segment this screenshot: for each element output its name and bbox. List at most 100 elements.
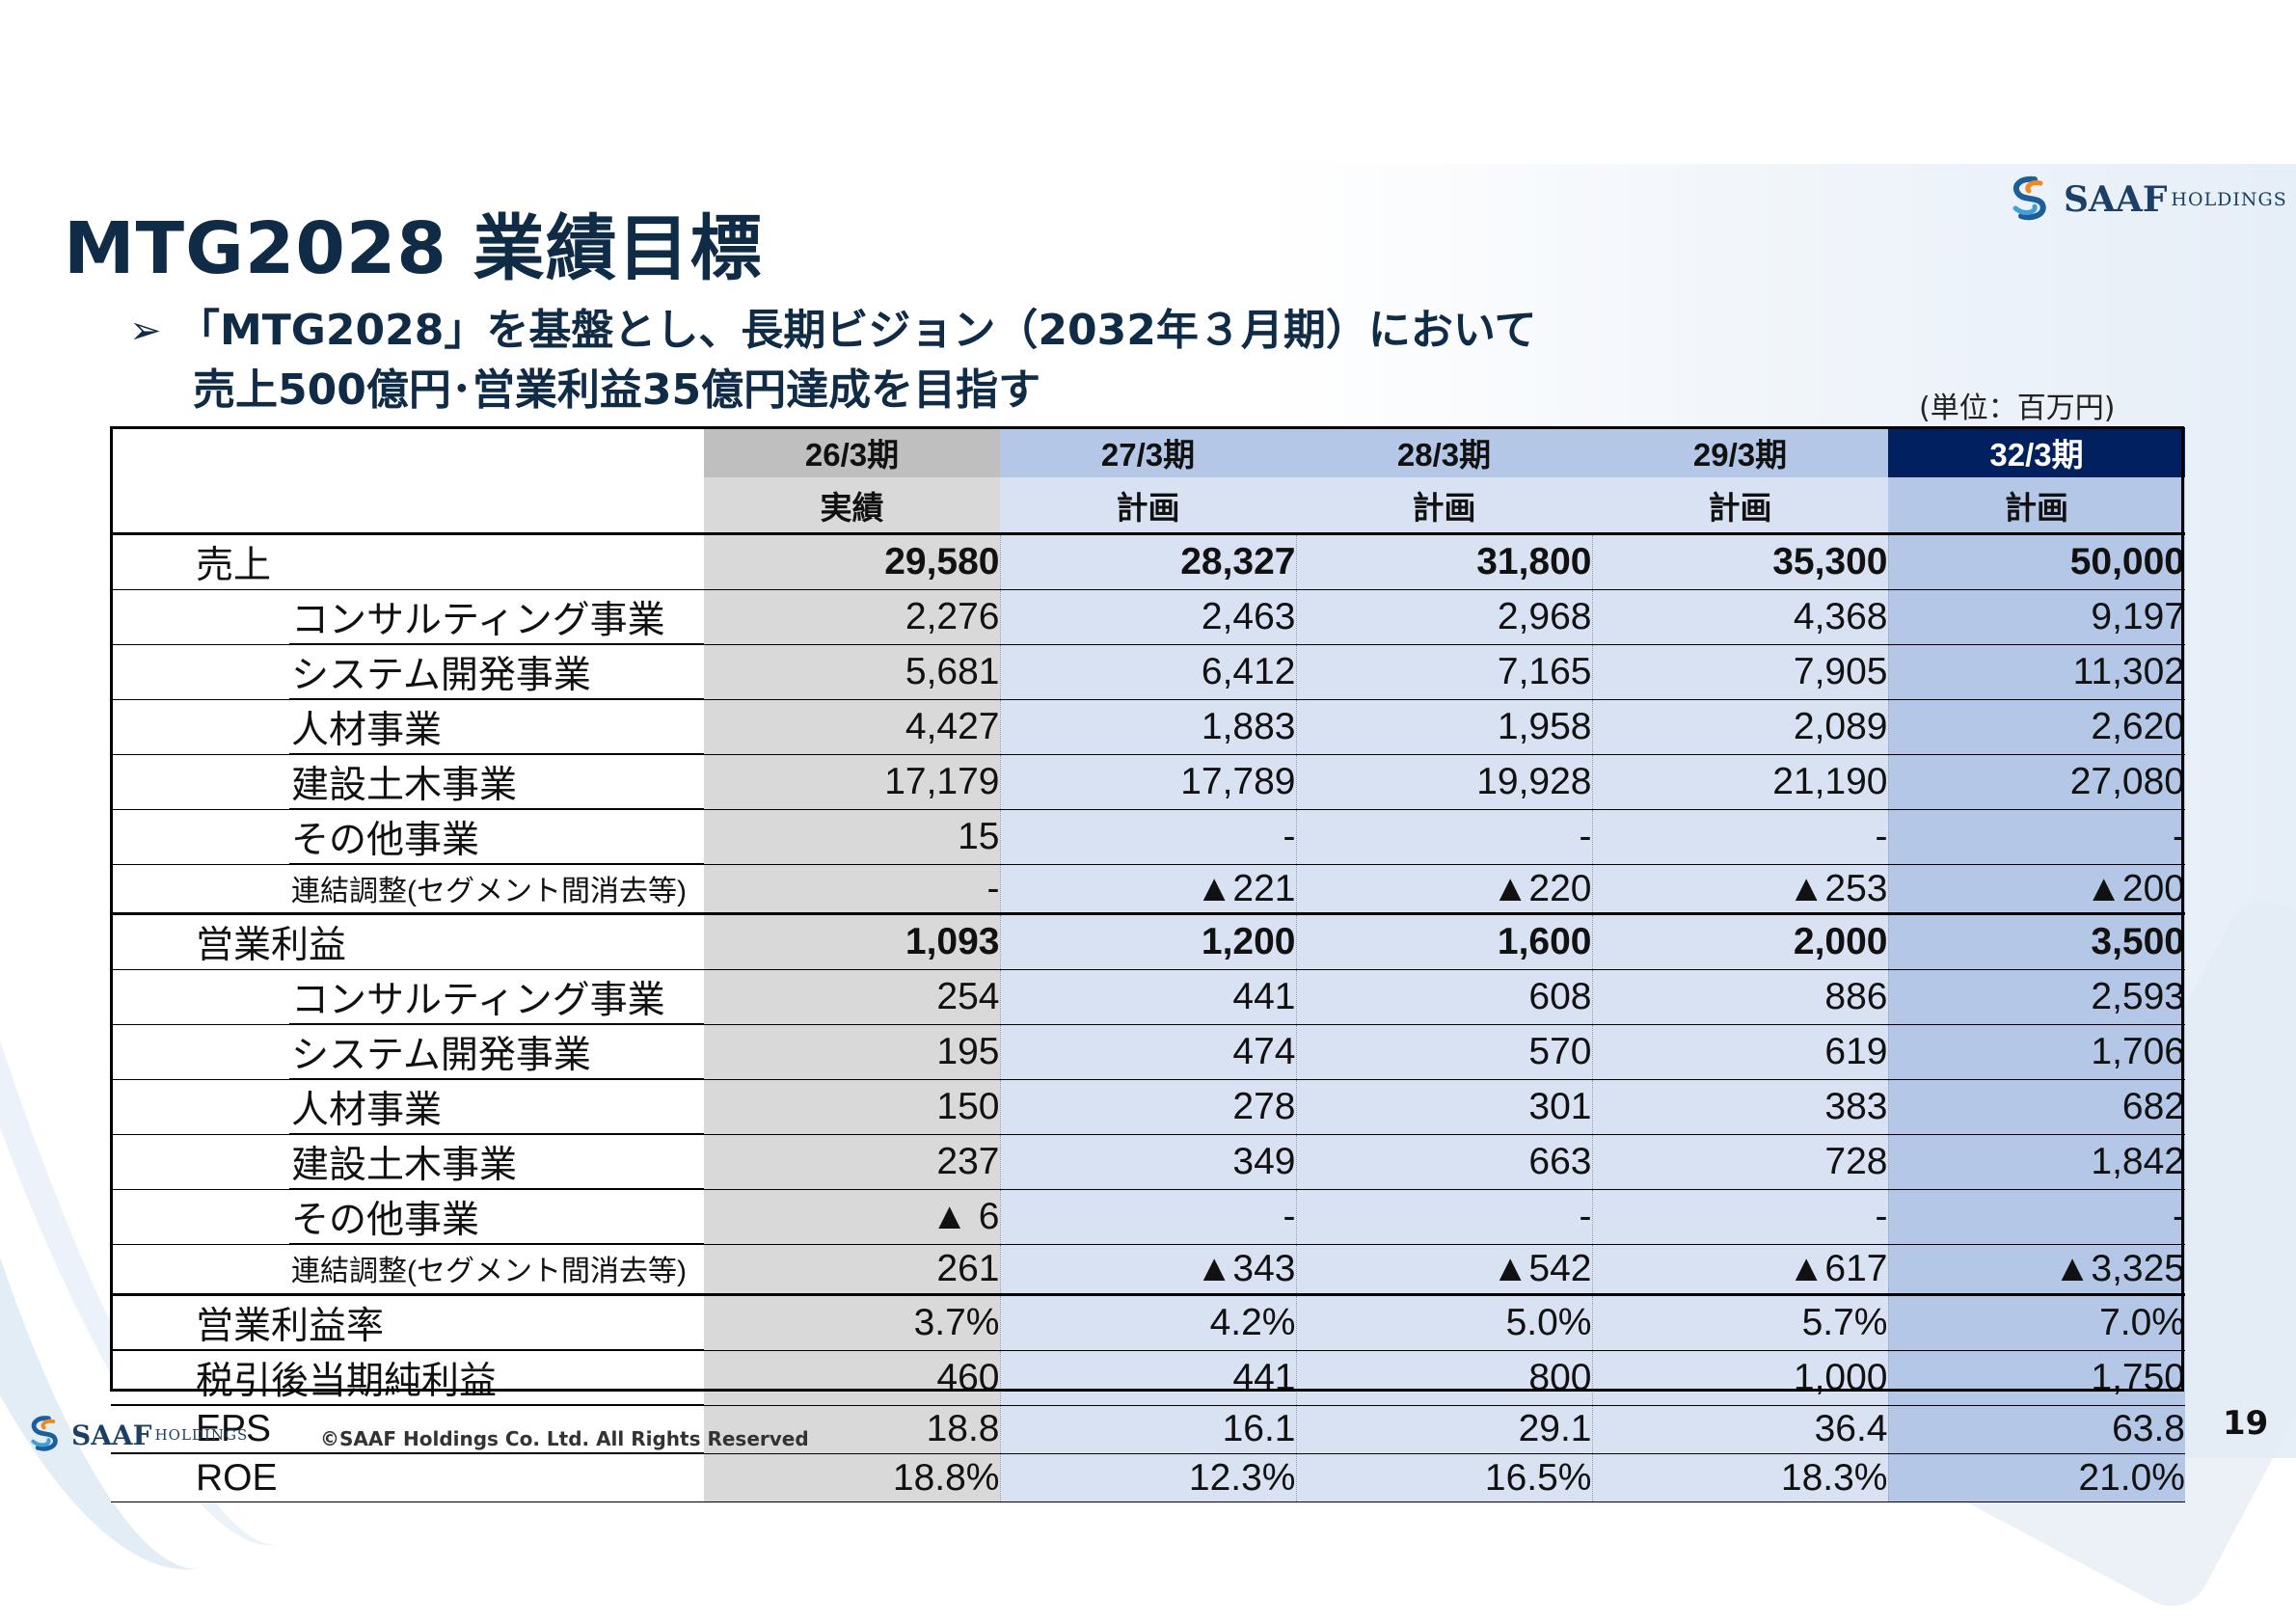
table-row-net-income: 税引後当期純利益 460 441 800 1,000 1,750 — [111, 1350, 2185, 1406]
table-cell: 1,093 — [704, 913, 1001, 971]
table-cell: ▲3,325 — [1888, 1244, 2185, 1296]
row-label: EPS — [196, 1408, 272, 1450]
table-cell: ▲253 — [1592, 864, 1889, 916]
table-row-roe: ROE 18.8% 12.3% 16.5% 18.3% 21.0% — [111, 1453, 2185, 1503]
table-cell: - — [1888, 1189, 2185, 1246]
table-cell: 349 — [1000, 1134, 1297, 1191]
table-cell: 2,968 — [1296, 589, 1593, 645]
table-cell: ▲220 — [1296, 864, 1593, 916]
saaf-logo-icon — [2006, 174, 2058, 226]
unit-note: (単位：百万円) — [1919, 392, 2116, 425]
type-header: 計画 — [1296, 477, 1592, 535]
table-cell: 27,080 — [1888, 754, 2185, 810]
table-row: コンサルティング事業 2,276 2,463 2,968 4,368 9,197 — [111, 589, 2185, 645]
table-cell: 278 — [1000, 1079, 1297, 1136]
table-cell: 17,789 — [1000, 754, 1297, 810]
table-cell: 5,681 — [704, 644, 1001, 700]
row-label: その他事業 — [291, 1200, 480, 1242]
table-cell: 3,500 — [1888, 913, 2185, 971]
table-cell: 17,179 — [704, 754, 1001, 810]
copyright: ©SAAF Holdings Co. Ltd. All Rights Reser… — [320, 1427, 809, 1450]
table-row: システム開発事業 5,681 6,412 7,165 7,905 11,302 — [111, 644, 2185, 700]
table-cell: 36.4 — [1592, 1405, 1889, 1454]
table-cell: 619 — [1592, 1024, 1889, 1081]
table-cell: 2,463 — [1000, 589, 1297, 645]
table-cell: 608 — [1296, 969, 1593, 1026]
table-cell: 12.3% — [1000, 1453, 1297, 1503]
table-cell: 29,580 — [704, 533, 1001, 590]
table-cell: 11,302 — [1888, 644, 2185, 700]
row-label: システム開発事業 — [291, 655, 591, 696]
table-cell: 1,958 — [1296, 699, 1593, 755]
table-cell: 21.0% — [1888, 1453, 2185, 1503]
table-cell: 2,620 — [1888, 699, 2185, 755]
table-cell: 16.1 — [1000, 1405, 1297, 1454]
table-row-operating-margin: 営業利益率 3.7% 4.2% 5.0% 5.7% 7.0% — [111, 1294, 2185, 1351]
table-cell: 1,000 — [1592, 1350, 1889, 1406]
table-cell: ▲221 — [1000, 864, 1297, 916]
row-label: コンサルティング事業 — [291, 600, 665, 641]
type-header: 計画 — [1000, 477, 1296, 535]
row-label: その他事業 — [291, 820, 480, 861]
table-cell: 254 — [704, 969, 1001, 1026]
table-cell: - — [1592, 1189, 1889, 1246]
table-cell: 5.7% — [1592, 1294, 1889, 1351]
table-cell: 2,276 — [704, 589, 1001, 645]
row-label: 建設土木事業 — [291, 1145, 518, 1187]
table-cell: - — [1296, 809, 1593, 865]
table-row: 建設土木事業 17,179 17,789 19,928 21,190 27,08… — [111, 754, 2185, 810]
subtitle: ➢ 「MTG2028」を基盤とし、長期ビジョン（2032年３月期）において 売上… — [129, 301, 1537, 420]
period-header: 32/3期 — [1888, 427, 2185, 477]
table-cell: 28,327 — [1000, 533, 1297, 590]
table-cell: 29.1 — [1296, 1405, 1593, 1454]
table-cell: 195 — [704, 1024, 1001, 1081]
type-header: 計画 — [1592, 477, 1888, 535]
row-label: 連結調整(セグメント間消去等) — [291, 876, 687, 908]
table-cell: 570 — [1296, 1024, 1593, 1081]
row-label: ROE — [196, 1456, 278, 1499]
period-header: 26/3期 — [704, 427, 1000, 477]
table-row: 連結調整(セグメント間消去等) 261 ▲343 ▲542 ▲617 ▲3,32… — [111, 1244, 2185, 1296]
header-corner — [111, 477, 704, 535]
table-cell: 63.8 — [1888, 1405, 2185, 1454]
header-row-periods: 26/3期 27/3期 28/3期 29/3期 32/3期 — [111, 427, 2185, 477]
table-cell: 18.3% — [1592, 1453, 1889, 1503]
table-cell: ▲617 — [1592, 1244, 1889, 1296]
table-cell: 2,089 — [1592, 699, 1889, 755]
table-cell: 728 — [1592, 1134, 1889, 1191]
table-cell: ▲200 — [1888, 864, 2185, 916]
logo-holdings: HOLDINGS — [154, 1426, 249, 1444]
table-cell: 18.8% — [704, 1453, 1001, 1503]
table-cell: - — [1296, 1189, 1593, 1246]
logo-wordmark: SAAF — [2064, 179, 2168, 220]
table-row: コンサルティング事業 254 441 608 886 2,593 — [111, 969, 2185, 1026]
table-cell: 31,800 — [1296, 533, 1593, 590]
table-cell: 15 — [704, 809, 1001, 865]
table-cell: - — [1000, 1189, 1297, 1246]
table-cell: 474 — [1000, 1024, 1297, 1081]
saaf-logo-icon — [25, 1414, 68, 1456]
table-cell: 1,883 — [1000, 699, 1297, 755]
row-label: 連結調整(セグメント間消去等) — [291, 1256, 687, 1288]
table-cell: 460 — [704, 1350, 1001, 1406]
table-cell: ▲343 — [1000, 1244, 1297, 1296]
table-cell: 6,412 — [1000, 644, 1297, 700]
table-row-eps: EPS 18.8 16.1 29.1 36.4 63.8 — [111, 1405, 2185, 1454]
table-cell: 301 — [1296, 1079, 1593, 1136]
table-row: 人材事業 150 278 301 383 682 — [111, 1079, 2185, 1136]
table-cell: 19,928 — [1296, 754, 1593, 810]
table-cell: 383 — [1592, 1079, 1889, 1136]
table-cell: - — [1000, 809, 1297, 865]
table-cell: 7,905 — [1592, 644, 1889, 700]
table-cell: 441 — [1000, 1350, 1297, 1406]
table-row: システム開発事業 195 474 570 619 1,706 — [111, 1024, 2185, 1081]
table-cell: 2,000 — [1592, 913, 1889, 971]
table-row: 建設土木事業 237 349 663 728 1,842 — [111, 1134, 2185, 1191]
table-cell: 886 — [1592, 969, 1889, 1026]
table-row-sales: 売上 29,580 28,327 31,800 35,300 50,000 — [111, 533, 2185, 590]
table-cell: 4.2% — [1000, 1294, 1297, 1351]
table-row: その他事業 ▲ 6 - - - - — [111, 1189, 2185, 1246]
logo-holdings: HOLDINGS — [2171, 189, 2287, 210]
page-title: MTG2028 業績目標 — [64, 207, 763, 290]
table-cell: 682 — [1888, 1079, 2185, 1136]
